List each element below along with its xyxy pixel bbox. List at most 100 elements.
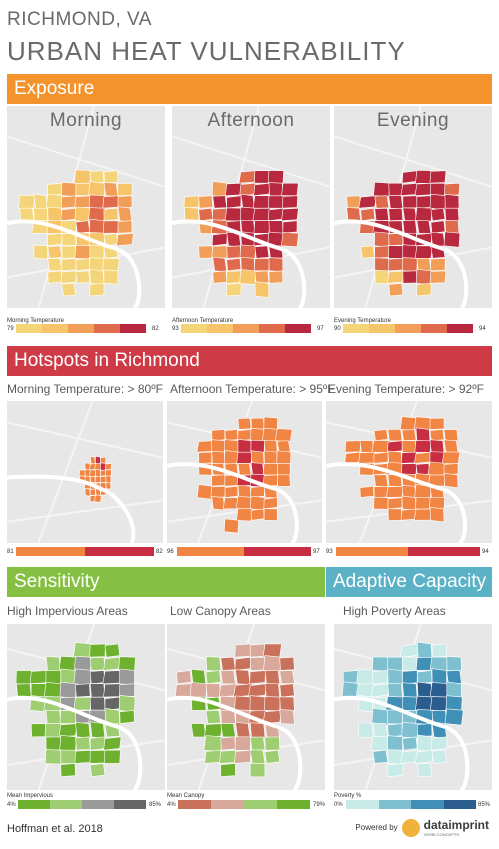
census-tract[interactable] <box>239 182 257 197</box>
map-impervious[interactable] <box>7 624 165 790</box>
census-tract[interactable] <box>415 463 431 476</box>
census-tract[interactable] <box>414 749 435 764</box>
census-tract[interactable] <box>430 207 446 222</box>
census-tract[interactable] <box>175 683 193 698</box>
census-tract[interactable] <box>279 709 295 725</box>
census-tract[interactable] <box>402 195 418 209</box>
census-tract[interactable] <box>431 643 448 658</box>
census-tract[interactable] <box>387 440 403 453</box>
census-tract[interactable] <box>401 721 419 739</box>
census-tract[interactable] <box>387 723 403 738</box>
census-tract[interactable] <box>360 207 376 222</box>
census-tract[interactable] <box>430 257 446 272</box>
census-tract[interactable] <box>415 497 431 510</box>
census-tract[interactable] <box>276 450 292 466</box>
census-tract[interactable] <box>416 723 433 738</box>
census-tract[interactable] <box>414 440 432 453</box>
census-tract[interactable] <box>103 683 122 698</box>
census-tract[interactable] <box>43 682 63 699</box>
census-tract[interactable] <box>73 668 93 686</box>
census-tract[interactable] <box>211 429 226 442</box>
census-tract[interactable] <box>224 429 239 442</box>
census-tract[interactable] <box>103 207 119 222</box>
census-tract[interactable] <box>45 710 62 724</box>
census-tract[interactable] <box>103 656 122 671</box>
census-tract[interactable] <box>89 469 97 477</box>
census-tract[interactable] <box>373 451 389 464</box>
census-tract[interactable] <box>443 231 461 248</box>
census-tract[interactable] <box>117 206 133 223</box>
map-evening-hotspots[interactable] <box>326 401 492 543</box>
census-tract[interactable] <box>103 220 119 234</box>
census-tract[interactable] <box>388 207 404 222</box>
census-tract[interactable] <box>415 207 433 222</box>
census-tract[interactable] <box>220 670 236 685</box>
census-tract[interactable] <box>443 472 459 489</box>
census-tract[interactable] <box>33 207 49 222</box>
census-tract[interactable] <box>249 656 266 671</box>
census-tract[interactable] <box>100 456 107 464</box>
census-tract[interactable] <box>60 195 77 209</box>
census-tract[interactable] <box>204 723 223 738</box>
census-tract[interactable] <box>429 193 447 211</box>
census-tract[interactable] <box>119 683 136 698</box>
census-tract[interactable] <box>444 708 464 726</box>
census-tract[interactable] <box>276 440 291 453</box>
census-tract[interactable] <box>198 245 214 259</box>
census-tract[interactable] <box>220 656 236 671</box>
census-tract[interactable] <box>205 670 222 685</box>
census-tract[interactable] <box>253 220 271 234</box>
census-tract[interactable] <box>344 440 362 453</box>
map-morning-exposure[interactable]: Morning <box>7 106 165 308</box>
census-tract[interactable] <box>264 736 281 751</box>
census-tract[interactable] <box>402 682 418 699</box>
census-tract[interactable] <box>234 643 252 658</box>
census-tract[interactable] <box>373 429 389 442</box>
census-tract[interactable] <box>95 456 101 465</box>
census-tract[interactable] <box>47 270 63 284</box>
census-tract[interactable] <box>183 195 200 209</box>
census-tract[interactable] <box>402 220 418 234</box>
census-tract[interactable] <box>254 245 270 259</box>
census-tract[interactable] <box>240 219 256 235</box>
census-tract[interactable] <box>373 485 389 498</box>
census-tract[interactable] <box>220 710 236 724</box>
census-tract[interactable] <box>360 245 376 259</box>
census-tract[interactable] <box>226 257 242 272</box>
census-tract[interactable] <box>60 207 78 222</box>
census-tract[interactable] <box>211 450 226 465</box>
census-tract[interactable] <box>387 497 403 510</box>
census-tract[interactable] <box>386 485 404 498</box>
census-tract[interactable] <box>234 749 252 764</box>
census-tract[interactable] <box>220 723 236 738</box>
census-tract[interactable] <box>253 182 271 197</box>
census-tract[interactable] <box>387 656 403 671</box>
census-tract[interactable] <box>89 475 96 483</box>
census-tract[interactable] <box>268 257 284 272</box>
census-tract[interactable] <box>118 695 136 713</box>
census-tract[interactable] <box>252 195 271 209</box>
census-tract[interactable] <box>279 670 295 685</box>
census-tract[interactable] <box>198 195 214 209</box>
census-tract[interactable] <box>237 438 252 454</box>
census-tract[interactable] <box>429 182 447 196</box>
census-tract[interactable] <box>102 195 120 209</box>
census-tract[interactable] <box>102 258 120 272</box>
census-tract[interactable] <box>78 469 87 477</box>
census-tract[interactable] <box>117 220 133 234</box>
census-tract[interactable] <box>402 257 418 272</box>
census-tract[interactable] <box>211 474 226 487</box>
census-tract[interactable] <box>236 451 253 464</box>
census-tract[interactable] <box>104 643 121 658</box>
census-tract[interactable] <box>205 683 222 698</box>
census-tract[interactable] <box>184 207 199 222</box>
census-tract[interactable] <box>441 451 461 465</box>
census-tract[interactable] <box>15 670 32 685</box>
census-tract[interactable] <box>388 195 404 209</box>
census-tract[interactable] <box>220 763 236 778</box>
census-tract[interactable] <box>75 220 91 234</box>
census-tract[interactable] <box>237 417 252 430</box>
census-tract[interactable] <box>250 417 265 430</box>
census-tract[interactable] <box>60 270 77 284</box>
census-tract[interactable] <box>219 749 238 764</box>
